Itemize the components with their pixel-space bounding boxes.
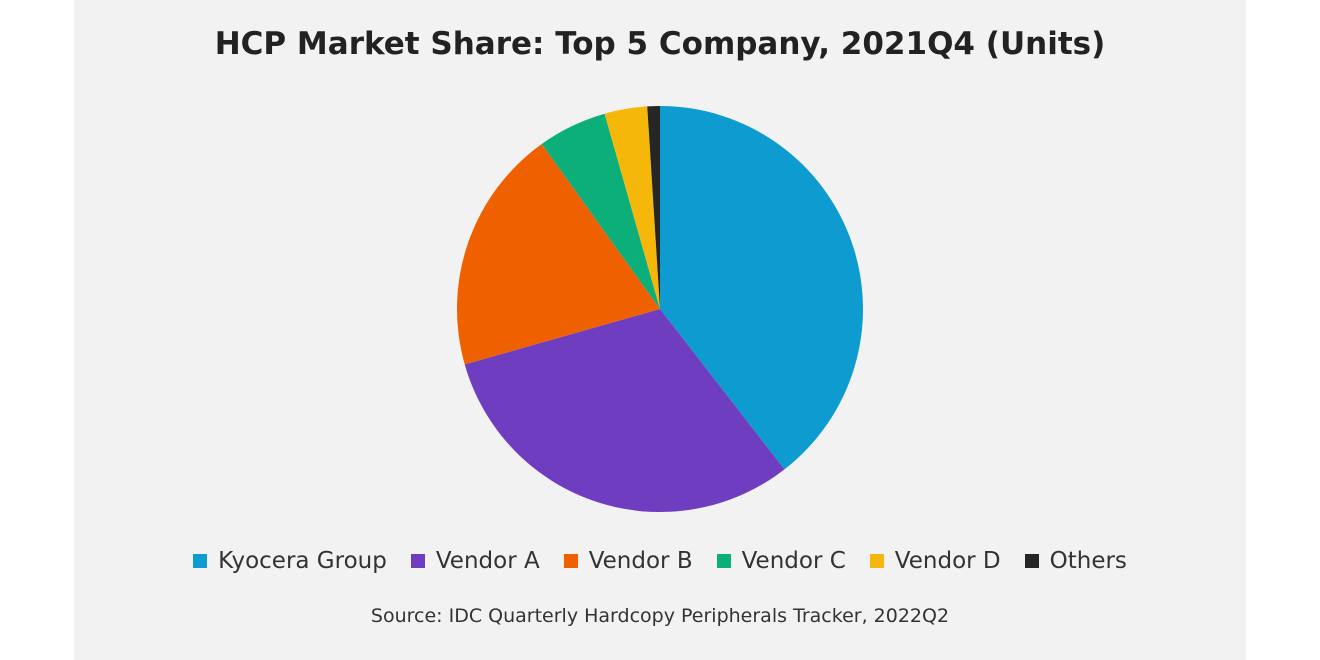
pie-slice-kyocera-group	[660, 106, 863, 470]
legend-swatch	[1024, 554, 1039, 568]
chart-legend: Kyocera Group Vendor A Vendor B Vendor C Ven…	[74, 548, 1246, 574]
legend-item: Vendor D	[869, 548, 1001, 574]
chart-source: Source: IDC Quarterly Hardcopy Periphera…	[370, 605, 950, 627]
legend-label: Vendor D	[894, 548, 1001, 574]
pie-slice-vendor-b	[457, 144, 660, 365]
legend-swatch	[716, 554, 731, 568]
legend-item: Others	[1024, 548, 1127, 574]
pie-slice-vendor-c	[541, 113, 660, 310]
legend-label: Kyocera Group	[218, 548, 387, 574]
pie-slice-vendor-a	[464, 309, 785, 512]
legend-item: Kyocera Group	[193, 548, 387, 574]
legend-swatch	[410, 554, 425, 568]
legend-label: Vendor B	[588, 548, 693, 574]
legend-item: Vendor C	[716, 548, 846, 574]
legend-label: Others	[1049, 548, 1127, 574]
legend-swatch	[193, 554, 208, 568]
pie-slice-vendor-d	[604, 106, 660, 309]
chart-title: HCP Market Share: Top 5 Company, 2021Q4 …	[214, 26, 1106, 62]
legend-label: Vendor C	[741, 548, 846, 574]
legend-item: Vendor A	[410, 548, 540, 574]
legend-swatch	[869, 554, 884, 568]
legend-item: Vendor B	[563, 548, 693, 574]
legend-swatch	[563, 554, 578, 568]
legend-label: Vendor A	[435, 548, 540, 574]
chart-panel: HCP Market Share: Top 5 Company, 2021Q4 …	[74, 0, 1246, 660]
pie-slice-others	[647, 106, 660, 309]
pie-chart	[457, 106, 863, 512]
